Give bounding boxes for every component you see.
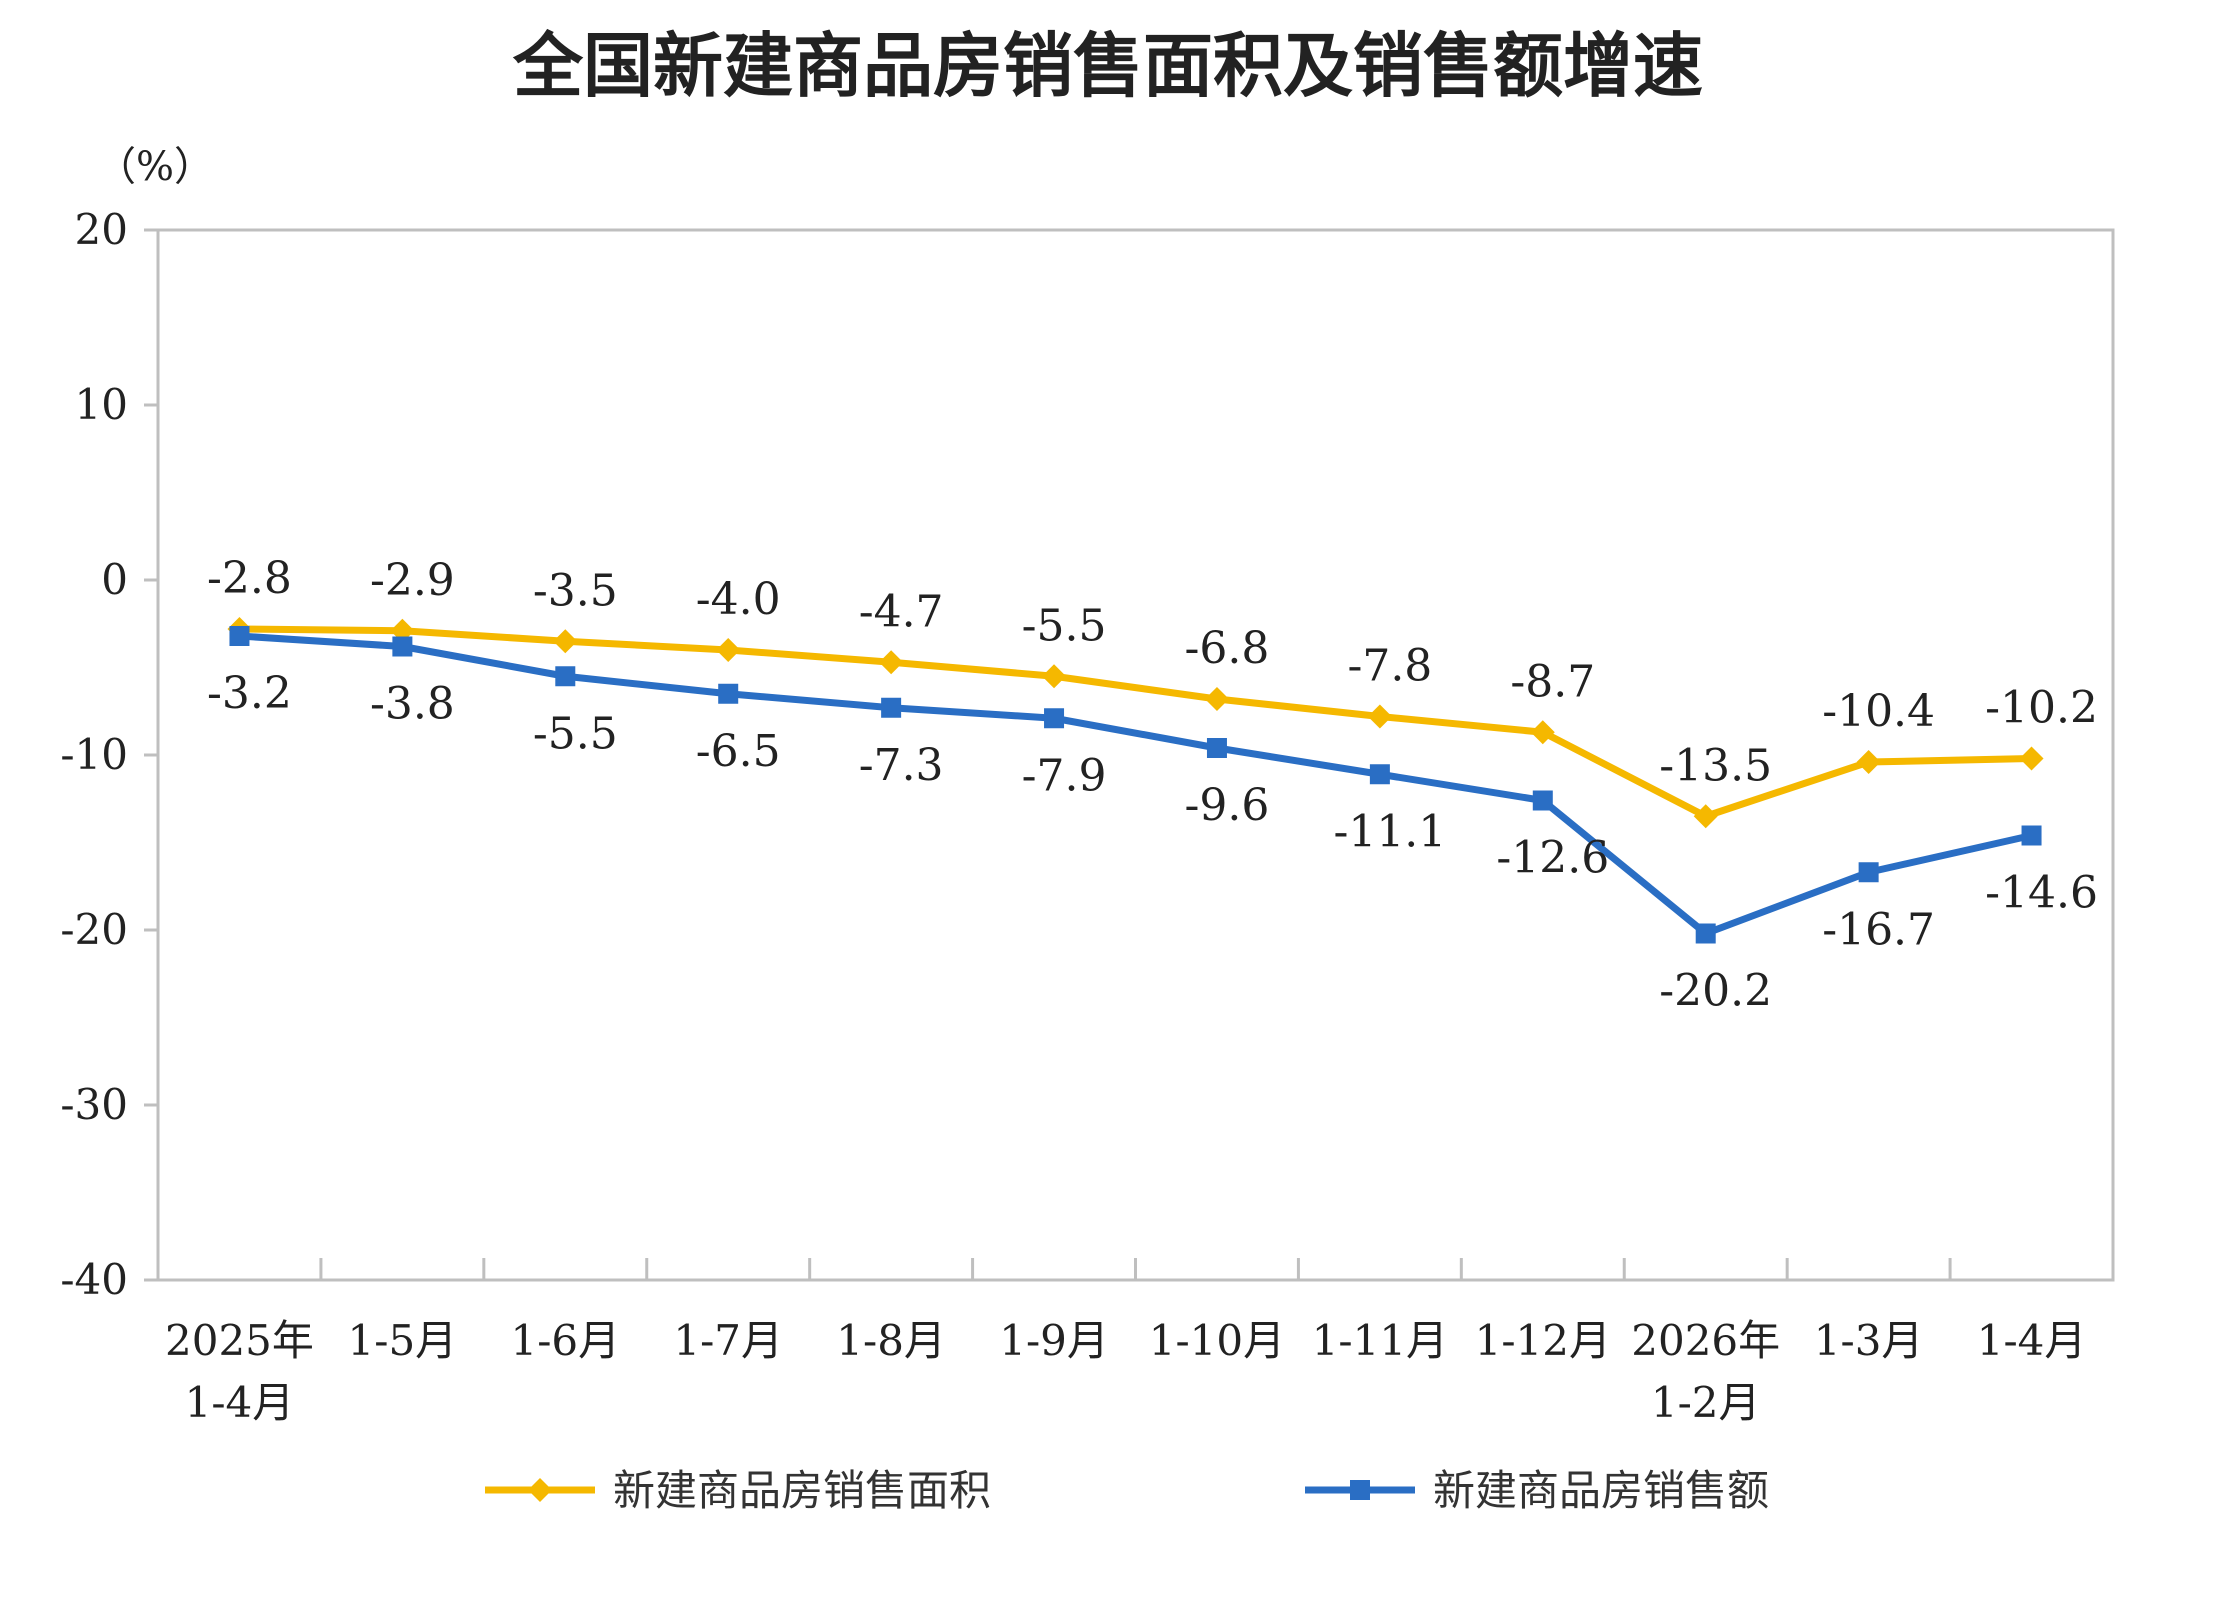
x-tick-label: 1-4月 <box>1977 1316 2087 1365</box>
data-point <box>1693 804 1718 829</box>
data-point <box>1367 704 1392 729</box>
data-label: -16.7 <box>1822 904 1935 955</box>
y-tick-label: -20 <box>60 905 128 954</box>
data-label: -7.8 <box>1347 641 1432 692</box>
x-tick-label: 1-12月 <box>1475 1316 1611 1365</box>
x-tick-label: 2026年 <box>1631 1316 1780 1365</box>
legend-label: 新建商品房销售面积 <box>613 1466 991 1515</box>
data-point <box>1042 664 1067 689</box>
legend-marker <box>1350 1480 1370 1500</box>
series-sales-area: -2.8 -2.9 -3.5 -4.0 -4.7 -5.5 -6.8 -7.8 -8.7 -13.… <box>207 553 2098 829</box>
legend-item: 新建商品房销售额 <box>1305 1466 1769 1515</box>
data-label: -3.8 <box>370 679 455 730</box>
data-label: -20.2 <box>1659 966 1772 1017</box>
chart-title: 全国新建商品房销售面积及销售额增速 <box>512 25 1703 107</box>
data-label: -7.3 <box>859 740 944 791</box>
data-point <box>229 626 250 646</box>
data-point <box>718 683 739 704</box>
data-label: -5.5 <box>533 708 618 759</box>
x-tick-label: 1-5月 <box>348 1316 458 1365</box>
data-label: -9.6 <box>1185 780 1270 831</box>
y-tick-label: -10 <box>60 730 128 779</box>
data-point <box>716 638 741 662</box>
y-tick-label: 0 <box>101 555 128 604</box>
data-label: -12.6 <box>1496 833 1609 884</box>
data-label: -11.1 <box>1333 806 1446 857</box>
data-point <box>1856 750 1881 774</box>
data-label: -10.4 <box>1822 686 1935 737</box>
x-axis: 2025年 1-4月 1-5月 1-6月 1-7月 1-8月 1-9月 1-10月 1-11月 1… <box>165 1258 2086 1427</box>
data-label: -3.5 <box>533 565 618 616</box>
x-tick-label: 1-3月 <box>1814 1316 1924 1365</box>
data-point <box>2019 746 2044 771</box>
data-point <box>1532 790 1553 811</box>
legend-item: 新建商品房销售面积 <box>485 1466 991 1515</box>
x-tick-label: 1-9月 <box>999 1316 1109 1365</box>
data-label: -2.8 <box>207 553 292 604</box>
data-point <box>1858 862 1879 883</box>
y-axis: 20 10 0 -10 -20 -30 -40 <box>60 205 158 1304</box>
legend-marker <box>528 1478 552 1502</box>
x-tick-label: 1-11月 <box>1312 1316 1448 1365</box>
data-point <box>879 650 904 675</box>
data-point <box>555 666 576 687</box>
x-tick-label: 1-4月 <box>185 1378 295 1427</box>
data-label: -4.0 <box>696 574 781 625</box>
data-label: -6.5 <box>696 726 781 777</box>
data-label: -10.2 <box>1985 683 2098 734</box>
data-label: -8.7 <box>1510 656 1595 707</box>
data-point <box>1369 764 1390 785</box>
data-point <box>1695 923 1716 944</box>
data-label: -13.5 <box>1659 740 1772 791</box>
x-tick-label: 1-6月 <box>510 1316 620 1365</box>
series-layer: -2.8 -2.9 -3.5 -4.0 -4.7 -5.5 -6.8 -7.8 -8.7 -13.… <box>207 553 2098 1017</box>
y-tick-label: -30 <box>60 1080 128 1129</box>
data-point <box>1204 687 1229 711</box>
data-label: -14.6 <box>1985 868 2098 919</box>
data-point <box>1044 708 1065 729</box>
x-tick-label: 1-8月 <box>836 1316 946 1365</box>
data-label: -5.5 <box>1022 600 1107 651</box>
legend: 新建商品房销售面积 新建商品房销售额 <box>485 1466 1769 1515</box>
x-tick-label: 1-10月 <box>1149 1316 1285 1365</box>
x-tick-label: 1-2月 <box>1651 1378 1761 1427</box>
legend-label: 新建商品房销售额 <box>1433 1466 1769 1515</box>
data-label: -4.7 <box>859 586 944 637</box>
data-label: -2.9 <box>370 555 455 606</box>
data-point <box>2021 825 2042 846</box>
data-label: -3.2 <box>207 668 292 719</box>
data-label: -7.9 <box>1022 750 1107 801</box>
y-tick-label: -40 <box>60 1255 128 1304</box>
data-point <box>392 636 413 657</box>
series-line <box>235 632 2036 937</box>
y-tick-label: 10 <box>75 380 128 429</box>
series-line <box>235 625 2036 820</box>
data-point <box>1206 738 1227 758</box>
x-tick-label: 1-7月 <box>673 1316 783 1365</box>
x-tick-label: 2025年 <box>165 1316 314 1365</box>
data-point <box>553 629 578 654</box>
series-sales-amount: -3.2 -3.8 -5.5 -6.5 -7.3 -7.9 -9.6 -11.1 -12.6 -2… <box>207 626 2098 1017</box>
data-point <box>881 697 902 718</box>
y-tick-label: 20 <box>75 205 128 254</box>
plot-area <box>156 228 2115 1282</box>
data-point <box>1530 720 1555 745</box>
data-label: -6.8 <box>1185 623 1270 674</box>
y-axis-unit: （%） <box>96 144 214 190</box>
